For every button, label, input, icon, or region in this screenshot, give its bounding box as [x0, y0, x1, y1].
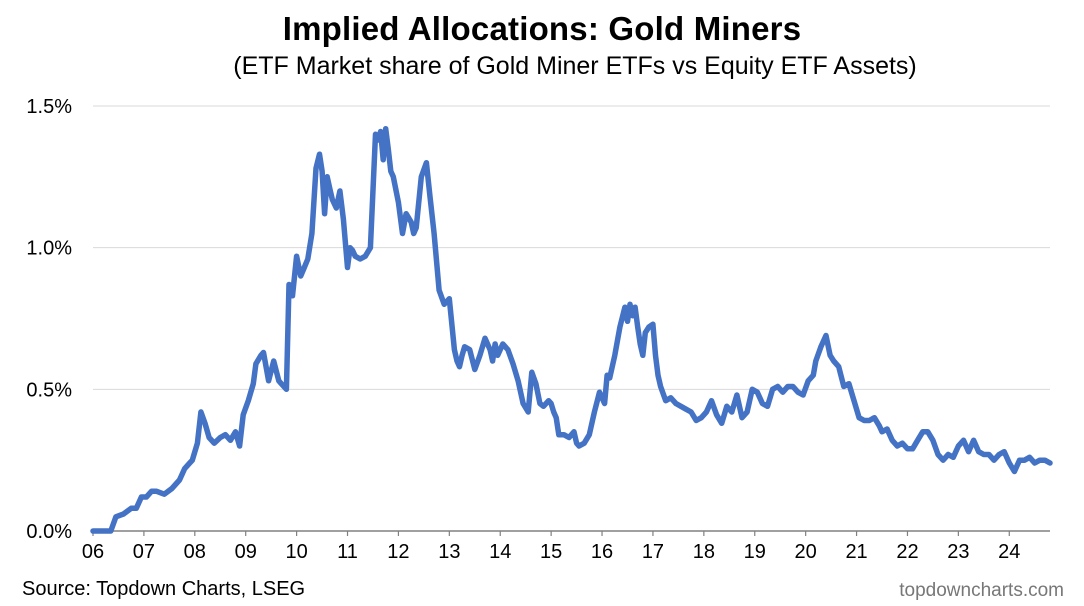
x-tick-label: 21: [845, 541, 867, 563]
series-group: [90, 125, 1053, 534]
x-axis: 06 07 08 09 10 11 12 13 14 15 16 17 18 19 20 21 22 23 24: [82, 530, 1050, 563]
y-tick-label: 0.5%: [26, 379, 72, 401]
y-tick-label: 1.0%: [26, 238, 72, 260]
x-tick-label: 22: [896, 541, 918, 563]
x-tick-label: 10: [285, 541, 307, 563]
x-tick-label: 24: [998, 541, 1020, 563]
chart-subtitle: (ETF Market share of Gold Miner ETFs vs …: [233, 52, 917, 80]
x-tick-label: 14: [489, 541, 511, 563]
x-tick-label: 19: [744, 541, 766, 563]
gridlines: [93, 105, 1050, 390]
x-tick-label: 11: [337, 541, 358, 563]
x-tick-label: 20: [795, 541, 817, 563]
series-line: [90, 125, 1053, 534]
y-axis-tick-labels: 0.0% 0.5% 1.0% 1.5%: [26, 96, 72, 543]
brand-watermark: topdowncharts.com: [899, 580, 1064, 601]
x-tick-label: 13: [438, 541, 460, 563]
x-tick-label: 18: [693, 541, 715, 563]
x-tick-label: 17: [642, 541, 664, 563]
x-tick-label: 07: [133, 541, 155, 563]
x-tick-label: 15: [540, 541, 562, 563]
x-tick-label: 06: [82, 541, 104, 563]
x-tick-label: 12: [387, 541, 409, 563]
y-tick-label: 0.0%: [26, 521, 72, 543]
x-tick-label: 08: [184, 541, 206, 563]
x-tick-label: 23: [947, 541, 969, 563]
source-note: Source: Topdown Charts, LSEG: [22, 578, 306, 600]
x-tick-label: 09: [235, 541, 257, 563]
x-tick-label: 16: [591, 541, 613, 563]
chart-title: Implied Allocations: Gold Miners: [282, 10, 802, 47]
y-tick-label: 1.5%: [26, 96, 72, 118]
